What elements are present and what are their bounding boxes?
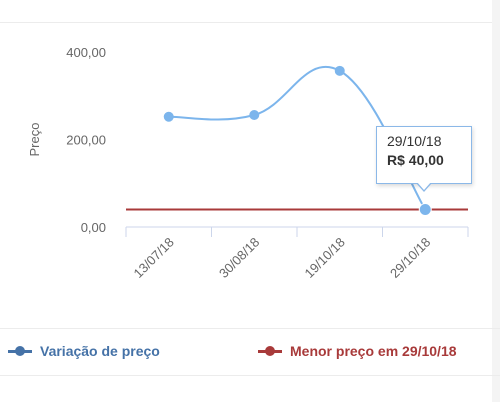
top-divider xyxy=(0,22,500,23)
legend-item-series[interactable]: Variação de preço xyxy=(8,343,160,359)
y-axis-title: Preço xyxy=(27,123,42,157)
data-point[interactable] xyxy=(334,65,345,76)
data-point[interactable] xyxy=(418,203,432,216)
x-tick-label: 30/08/18 xyxy=(216,235,262,281)
legend-series-label: Variação de preço xyxy=(40,343,160,359)
data-point[interactable] xyxy=(163,111,174,122)
x-tick-label: 13/07/18 xyxy=(130,235,176,281)
right-scroll-track xyxy=(492,0,500,402)
legend-series-marker-icon xyxy=(8,345,32,357)
y-tick-label: 0,00 xyxy=(81,220,106,235)
chart-plot: 0,00 200,00 400,00 13/07/18 30/08/18 19/10/1… xyxy=(27,45,469,281)
x-tick-label: 19/10/18 xyxy=(301,235,347,281)
legend-reference-label: Menor preço em 29/10/18 xyxy=(290,343,457,359)
x-tick-label: 29/10/18 xyxy=(387,235,433,281)
chart-tooltip: 29/10/18 R$ 40,00 xyxy=(376,126,472,184)
tooltip-pointer-fill xyxy=(417,182,431,190)
y-tick-label: 400,00 xyxy=(66,45,106,60)
chart-legend: Variação de preço Menor preço em 29/10/1… xyxy=(0,328,500,376)
legend-item-reference[interactable]: Menor preço em 29/10/18 xyxy=(258,343,457,359)
data-point[interactable] xyxy=(249,110,260,120)
y-tick-label: 200,00 xyxy=(66,133,106,148)
tooltip-date: 29/10/18 xyxy=(387,133,442,149)
tooltip-value: R$ 40,00 xyxy=(387,152,444,168)
legend-reference-marker-icon xyxy=(258,345,282,357)
